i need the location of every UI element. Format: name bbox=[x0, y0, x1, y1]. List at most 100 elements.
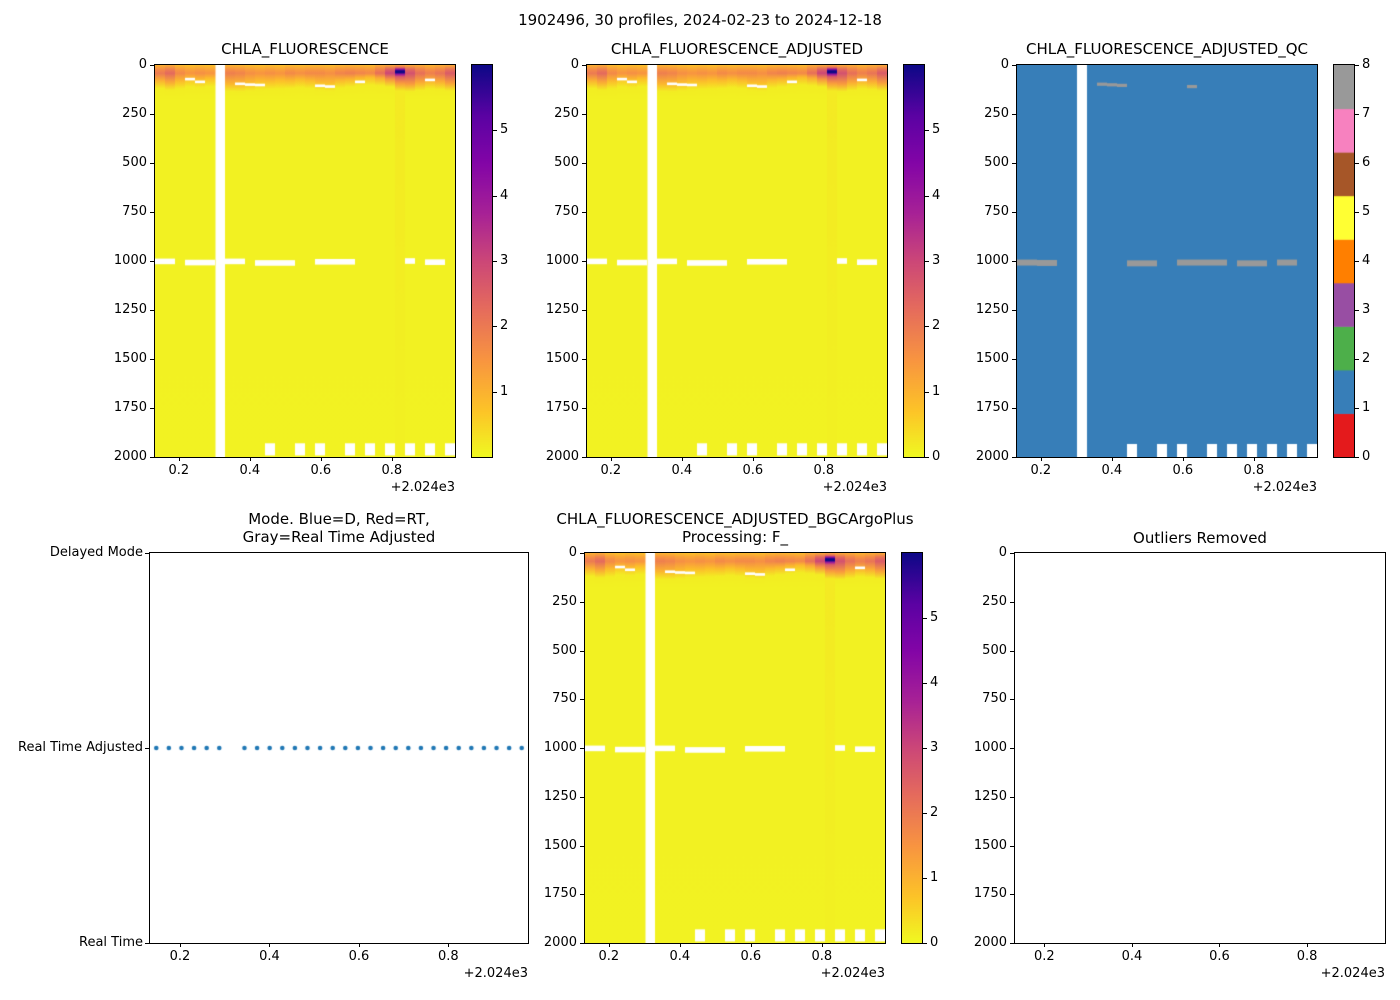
title-mode: Mode. Blue=D, Red=RT, Gray=Real Time Adj… bbox=[150, 510, 528, 546]
x-tick-mark bbox=[1111, 457, 1113, 461]
colorbar-tick-mark bbox=[1355, 310, 1359, 311]
heatmap-qc bbox=[1017, 65, 1317, 457]
x-tick-mark bbox=[823, 457, 825, 461]
x-offset-label: +2.024e3 bbox=[1320, 966, 1385, 981]
y-tick-mark bbox=[1012, 212, 1016, 213]
y-tick-mark bbox=[150, 261, 154, 262]
y-tick-mark bbox=[150, 310, 154, 311]
colorbar-tick-label: 3 bbox=[930, 740, 939, 755]
x-tick-label: 0.8 bbox=[813, 463, 835, 478]
colorbar-tick-label: 0 bbox=[930, 935, 939, 950]
colorbar-tick-label: 1 bbox=[932, 383, 941, 399]
x-tick-label: 0.4 bbox=[669, 949, 691, 964]
colorbar-tick-label: 4 bbox=[932, 187, 941, 203]
colorbar-tick-label: 6 bbox=[1362, 155, 1371, 170]
y-tick-label: 1750 bbox=[973, 886, 1007, 902]
y-tick-mark bbox=[1012, 457, 1016, 458]
colorbar-tick-label: 7 bbox=[1362, 106, 1371, 121]
y-tick-mark bbox=[150, 114, 154, 115]
x-tick-mark bbox=[752, 457, 754, 461]
title-chla-fluorescence: CHLA_FLUORESCENCE bbox=[221, 40, 389, 58]
x-tick-mark bbox=[178, 457, 180, 461]
colorbar-tick-mark bbox=[1355, 457, 1359, 458]
colorbar-tick-label: 1 bbox=[1362, 400, 1371, 415]
axes-outliers-removed bbox=[1014, 552, 1386, 944]
colorbar-bgc bbox=[901, 552, 923, 944]
y-tick-mark bbox=[1012, 65, 1016, 66]
title-outliers-removed: Outliers Removed bbox=[1133, 529, 1267, 547]
x-tick-label: 0.6 bbox=[740, 949, 762, 964]
colorbar-tick-mark bbox=[493, 261, 497, 262]
colorbar-tick-mark bbox=[493, 326, 497, 328]
title-mode-line2: Gray=Real Time Adjusted bbox=[242, 528, 436, 546]
x-tick-mark bbox=[179, 943, 181, 947]
y-tick-mark bbox=[582, 114, 586, 115]
y-tick-label: 0 bbox=[138, 57, 147, 72]
colorbar-tick-label: 5 bbox=[1362, 204, 1371, 219]
axes-mode bbox=[149, 552, 529, 944]
y-tick-label: 250 bbox=[552, 593, 577, 609]
colorbar-tick-label: 8 bbox=[1362, 57, 1371, 72]
y-tick-mark bbox=[1010, 943, 1014, 944]
y-tick-mark bbox=[150, 359, 154, 360]
y-tick-mark bbox=[1010, 796, 1014, 798]
colorbar-tick-mark bbox=[925, 326, 929, 328]
title-bgc: CHLA_FLUORESCENCE_ADJUSTED_BGCArgoPlus P… bbox=[556, 510, 913, 546]
heatmap-bgc bbox=[585, 553, 885, 943]
y-tick-label: 0 bbox=[1000, 57, 1009, 72]
axes-chla-fluorescence-adjusted bbox=[586, 64, 888, 458]
y-tick-label: 1500 bbox=[973, 837, 1007, 853]
title-mode-line1: Mode. Blue=D, Red=RT, bbox=[248, 510, 430, 528]
heatmap-chla-fluorescence-adjusted bbox=[587, 65, 887, 457]
colorbar-tick-mark bbox=[923, 878, 927, 879]
x-tick-label: 0.6 bbox=[742, 463, 764, 478]
y-tick-mark bbox=[582, 310, 586, 311]
y-tick-label: 750 bbox=[554, 204, 579, 219]
x-tick-label: 0.4 bbox=[239, 463, 261, 478]
y-tick-mark bbox=[582, 457, 586, 458]
y-tick-label: 2000 bbox=[975, 449, 1009, 464]
y-tick-label: 250 bbox=[982, 593, 1007, 609]
ylabel-real-time-adjusted: Real Time Adjusted bbox=[18, 740, 143, 755]
y-tick-mark bbox=[582, 212, 586, 213]
heatmap-chla-fluorescence bbox=[155, 65, 455, 457]
x-tick-label: 0.6 bbox=[310, 463, 332, 478]
colorbar-tick-mark bbox=[493, 195, 497, 197]
x-offset-label: +2.024e3 bbox=[390, 480, 455, 495]
y-tick-mark bbox=[1010, 845, 1014, 847]
y-tick-mark bbox=[580, 796, 584, 798]
x-tick-mark bbox=[821, 943, 823, 947]
colorbar-tick-label: 2 bbox=[1362, 351, 1371, 366]
x-tick-label: 0.4 bbox=[259, 949, 280, 964]
y-tick-label: 500 bbox=[554, 155, 579, 170]
colorbar-tick-mark bbox=[925, 457, 929, 458]
y-tick-label: 750 bbox=[984, 204, 1009, 219]
y-tick-label: 1750 bbox=[975, 400, 1009, 415]
y-tick-label: 2000 bbox=[973, 935, 1007, 950]
y-tick-mark bbox=[580, 553, 584, 554]
y-tick-label: 750 bbox=[552, 691, 577, 707]
y-tick-mark bbox=[582, 359, 586, 360]
colorbar-tick-label: 2 bbox=[932, 318, 941, 334]
x-offset-label: +2.024e3 bbox=[463, 966, 528, 981]
x-tick-mark bbox=[448, 943, 450, 947]
y-tick-label: 2000 bbox=[543, 935, 577, 950]
colorbar-tick-mark bbox=[1355, 114, 1359, 115]
x-tick-label: 0.6 bbox=[348, 949, 370, 964]
y-tick-mark bbox=[1010, 553, 1014, 554]
colorbar-tick-mark bbox=[493, 130, 497, 132]
colorbar-tick-label: 1 bbox=[930, 870, 939, 885]
colorbar-tick-mark bbox=[923, 618, 927, 619]
y-tick-label: 250 bbox=[554, 106, 579, 121]
colorbar-tick-label: 4 bbox=[930, 675, 939, 690]
x-tick-label: 0.4 bbox=[1101, 463, 1123, 478]
colorbar-chla-fluorescence-adjusted bbox=[903, 64, 925, 458]
y-tick-label: 1000 bbox=[975, 253, 1009, 268]
x-tick-label: 0.2 bbox=[598, 949, 620, 964]
x-offset-label: +2.024e3 bbox=[820, 966, 885, 981]
colorbar-tick-label: 5 bbox=[930, 610, 939, 625]
y-tick-mark bbox=[1012, 408, 1016, 409]
y-tick-label: 1750 bbox=[545, 400, 579, 415]
x-tick-label: 0.2 bbox=[169, 949, 191, 964]
y-tick-label: 250 bbox=[122, 106, 147, 121]
